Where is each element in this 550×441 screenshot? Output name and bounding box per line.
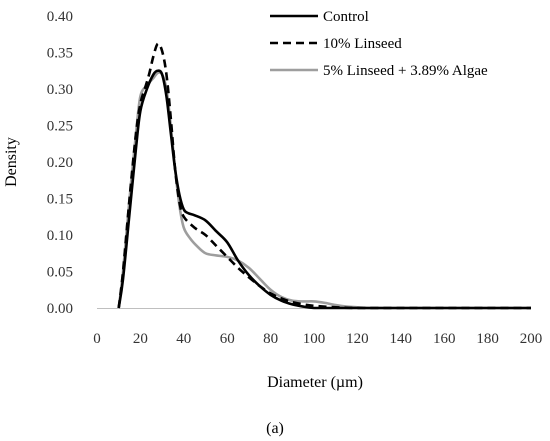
legend-label-3: 5% Linseed + 3.89% Algae [323, 63, 488, 79]
y-tick-label: 0.35 [47, 46, 73, 62]
y-tick-label: 0.00 [47, 301, 73, 317]
x-tick-label: 0 [93, 331, 101, 347]
series-line-1 [117, 69, 531, 310]
x-tick-label: 180 [476, 331, 499, 347]
axes: 0 20 40 60 80 100 120 140 160 180 200 0.00 0.05 0.10 0… [47, 9, 543, 347]
y-axis-title: Density [3, 137, 20, 187]
y-tick-label: 0.10 [47, 228, 73, 244]
x-tick-label: 40 [176, 331, 191, 347]
x-tick-label: 100 [303, 331, 326, 347]
legend: Control 10% Linseed 5% Linseed + 3.89% Alg… [270, 9, 488, 79]
x-tick-label: 60 [220, 331, 235, 347]
series-layer [117, 42, 531, 310]
y-tick-label: 0.15 [47, 192, 73, 208]
legend-label-2: 10% Linseed [323, 36, 402, 52]
x-tick-label: 20 [133, 331, 148, 347]
y-tick-label: 0.40 [47, 9, 73, 25]
x-tick-label: 120 [346, 331, 369, 347]
chart-caption: (a) [266, 420, 284, 437]
x-axis-title: Diameter (µm) [267, 374, 363, 391]
x-tick-label: 140 [390, 331, 413, 347]
y-tick-label: 0.20 [47, 155, 73, 171]
y-tick-label: 0.30 [47, 82, 73, 98]
legend-label-1: Control [323, 9, 369, 25]
series-line-3 [117, 71, 531, 310]
x-tick-label: 200 [520, 331, 543, 347]
y-tick-label: 0.25 [47, 119, 73, 135]
y-tick-label: 0.05 [47, 265, 73, 281]
x-tick-label: 80 [263, 331, 278, 347]
x-tick-label: 160 [433, 331, 456, 347]
series-line-2 [117, 42, 531, 310]
